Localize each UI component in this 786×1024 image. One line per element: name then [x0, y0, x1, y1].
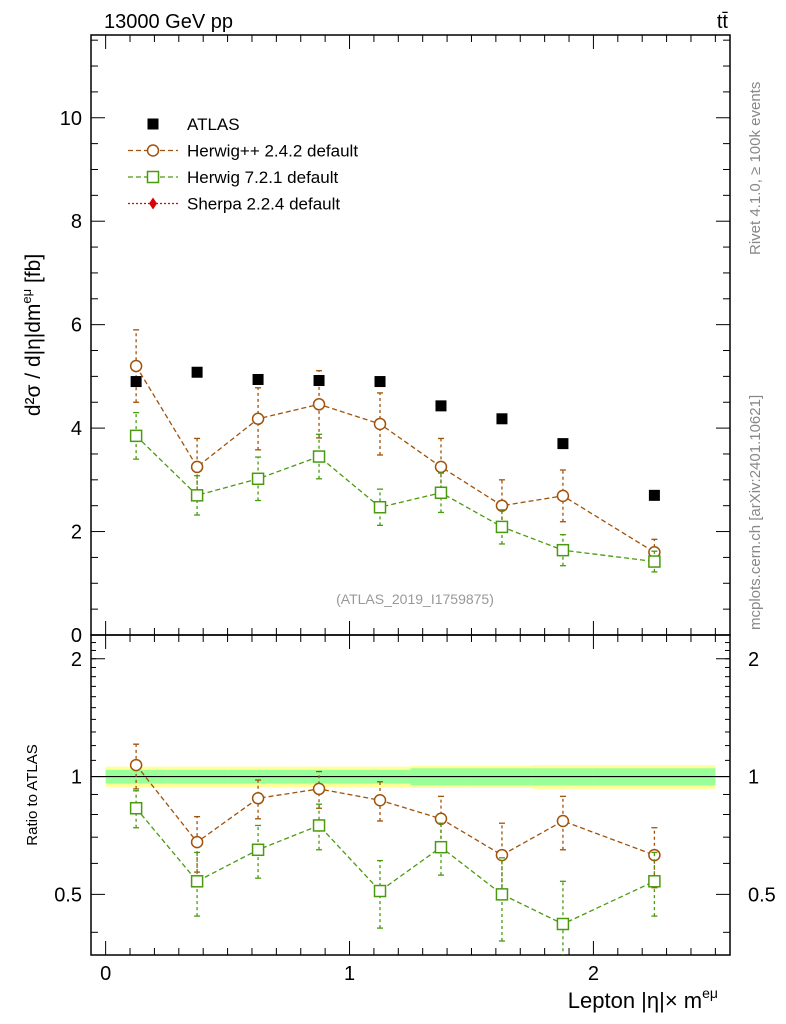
rivet-label: Rivet 4.1.0, ≥ 100k events	[747, 82, 764, 255]
legend-label: Sherpa 2.2.4 default	[187, 195, 340, 214]
main-y-axis-label-unit: [fb]	[22, 254, 45, 289]
legend-marker	[146, 170, 160, 184]
ratio-point-herwig-7-2-1-default	[373, 884, 387, 898]
point-atlas	[557, 438, 569, 450]
mcplots-label: mcplots.cern.ch [arXiv:2401.10621]	[747, 395, 764, 630]
x-tick-label: 2	[588, 963, 599, 985]
ratio-point-herwig-2-4-2-default	[190, 835, 204, 849]
point-herwig-2-4-2-default	[190, 460, 204, 474]
ratio-y-tick-label: 1	[748, 767, 759, 789]
point-herwig-7-2-1-default	[556, 543, 570, 557]
ratio-y-tick-label: 1	[71, 767, 82, 789]
point-herwig-7-2-1-default	[495, 520, 509, 534]
point-herwig-2-4-2-default	[251, 412, 265, 426]
ratio-y-tick-label: 2	[748, 649, 759, 671]
ratio-point-herwig-7-2-1-default	[556, 917, 570, 931]
series-line-herwig-7-2-1-default	[135, 435, 655, 563]
point-herwig-7-2-1-default	[434, 486, 448, 500]
x-axis-label-sup: eμ	[702, 985, 718, 1001]
main-y-tick-label: 4	[71, 418, 82, 440]
main-y-tick-label: 6	[71, 315, 82, 337]
x-tick-label: 0	[100, 963, 111, 985]
point-atlas	[130, 376, 142, 388]
legend-marker	[149, 197, 157, 210]
point-herwig-7-2-1-default	[251, 472, 265, 486]
energy-label: 13000 GeV pp	[104, 11, 233, 33]
main-y-tick-label: 8	[71, 211, 82, 233]
legend-label: ATLAS	[187, 115, 240, 134]
point-herwig-7-2-1-default	[648, 555, 661, 568]
ratio-point-herwig-7-2-1-default	[129, 801, 143, 815]
main-y-tick-label: 0	[71, 625, 82, 647]
point-herwig-7-2-1-default	[129, 429, 143, 443]
point-herwig-2-4-2-default	[312, 398, 326, 411]
legend-label: Herwig 7.2.1 default	[187, 168, 338, 187]
point-atlas	[648, 489, 660, 501]
point-herwig-2-4-2-default	[556, 489, 570, 503]
series-line-herwig-2-4-2-default	[135, 365, 655, 553]
ratio-point-herwig-7-2-1-default	[434, 840, 448, 854]
ratio-point-herwig-2-4-2-default	[495, 848, 509, 862]
main-y-axis-label-sup: eμ	[19, 289, 34, 304]
ratio-point-herwig-2-4-2-default	[129, 758, 143, 772]
point-herwig-2-4-2-default	[129, 359, 143, 373]
ratio-line-herwig-7-2-1-default	[135, 807, 655, 925]
point-atlas	[374, 376, 386, 388]
point-atlas	[313, 375, 325, 387]
ratio-point-herwig-2-4-2-default	[251, 792, 265, 805]
x-tick-label: 1	[344, 963, 355, 985]
ratio-y-tick-label: 2	[71, 649, 82, 671]
point-herwig-7-2-1-default	[373, 500, 387, 514]
ratio-point-herwig-7-2-1-default	[312, 819, 326, 832]
process-label: tt̄	[717, 11, 729, 33]
ratio-y-axis-label: Ratio to ATLAS	[24, 744, 41, 845]
ratio-point-herwig-2-4-2-default	[556, 814, 570, 828]
ratio-point-herwig-7-2-1-default	[190, 875, 204, 888]
point-atlas	[435, 400, 447, 412]
ratio-point-herwig-7-2-1-default	[251, 843, 265, 857]
ratio-point-herwig-2-4-2-default	[312, 782, 326, 796]
point-atlas	[252, 373, 264, 385]
main-y-tick-label: 10	[60, 108, 82, 130]
ratio-y-tick-label: 0.5	[748, 884, 776, 906]
legend-marker	[146, 144, 160, 157]
legend-marker	[147, 118, 159, 130]
legend-label: Herwig++ 2.4.2 default	[187, 142, 358, 161]
point-herwig-2-4-2-default	[373, 417, 387, 431]
point-herwig-2-4-2-default	[434, 460, 448, 474]
ratio-point-herwig-2-4-2-default	[373, 793, 387, 807]
point-atlas	[496, 413, 508, 425]
x-axis-label: Lepton |η|× meμ	[568, 985, 718, 1013]
main-y-axis-label-text: d²σ / d|η|dm	[22, 304, 45, 417]
point-atlas	[191, 366, 203, 378]
ratio-point-herwig-7-2-1-default	[495, 888, 509, 901]
point-herwig-7-2-1-default	[312, 450, 326, 463]
ratio-y-tick-label: 0.5	[54, 884, 82, 906]
point-herwig-7-2-1-default	[190, 489, 204, 502]
main-y-axis-label: d²σ / d|η|dmeμ [fb]	[19, 254, 45, 416]
main-y-tick-label: 2	[71, 522, 82, 544]
ratio-point-herwig-7-2-1-default	[648, 875, 661, 888]
ratio-panel-frame	[90, 634, 731, 956]
x-axis-label-text: Lepton |η|× m	[568, 988, 702, 1013]
analysis-watermark: (ATLAS_2019_I1759875)	[336, 591, 494, 607]
